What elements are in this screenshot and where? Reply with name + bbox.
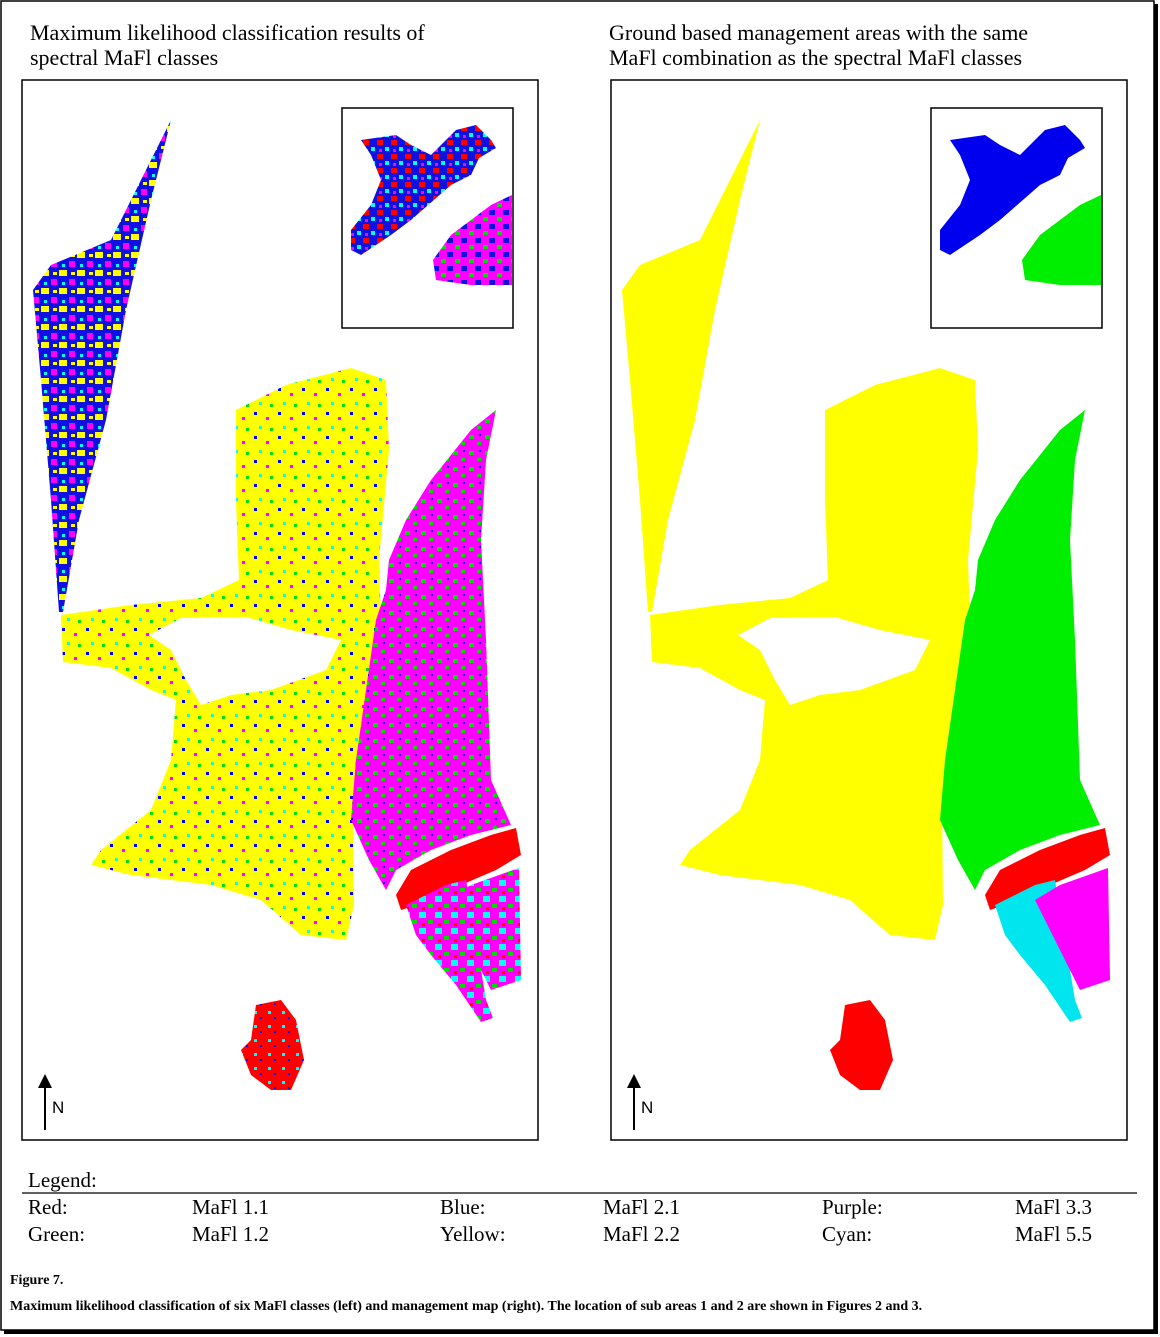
panel-title: spectral MaFl classes	[30, 45, 218, 70]
legend-color: Green:	[28, 1222, 85, 1246]
legend-color: Blue:	[440, 1195, 486, 1219]
legend-class: MaFl 3.3	[1015, 1195, 1092, 1219]
legend: Red: MaFl 1.1 Blue: MaFl 2.1 Purple: MaFl 3.3…	[28, 1195, 1092, 1246]
legend-title: Legend:	[28, 1168, 97, 1192]
panel-title: MaFl combination as the spectral MaFl cl…	[609, 45, 1022, 70]
legend-color: Purple:	[822, 1195, 883, 1219]
legend-class: MaFl 2.1	[603, 1195, 680, 1219]
caption-text: Maximum likelihood classification of six…	[10, 1299, 922, 1314]
management-map	[611, 80, 1127, 1140]
caption-label: Figure 7.	[10, 1273, 63, 1288]
panel-title: Ground based management areas with the s…	[609, 20, 1028, 45]
north-label: N	[641, 1098, 653, 1117]
classification-map	[22, 80, 538, 1140]
legend-class: MaFl 1.2	[192, 1222, 269, 1246]
figure: Maximum likelihood classification result…	[0, 0, 1160, 1337]
legend-color: Red:	[28, 1195, 68, 1219]
legend-class: MaFl 1.1	[192, 1195, 269, 1219]
legend-color: Cyan:	[822, 1222, 872, 1246]
legend-class: MaFl 5.5	[1015, 1222, 1092, 1246]
legend-class: MaFl 2.2	[603, 1222, 680, 1246]
legend-color: Yellow:	[440, 1222, 506, 1246]
north-label: N	[52, 1098, 64, 1117]
panel-title: Maximum likelihood classification result…	[30, 20, 425, 45]
